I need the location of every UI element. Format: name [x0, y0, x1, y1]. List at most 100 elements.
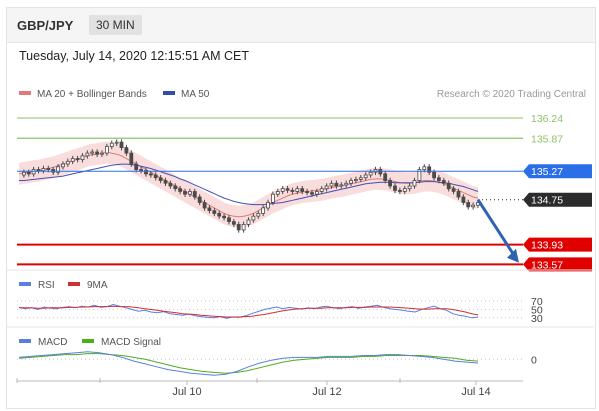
- rsi-ma-legend-swatch: [68, 282, 80, 286]
- forecast-arrowhead: [507, 248, 519, 263]
- candle-body: [461, 196, 466, 203]
- candle-body: [134, 163, 139, 171]
- candle-body: [417, 169, 422, 181]
- candle-body: [109, 142, 114, 147]
- candle-body: [105, 146, 109, 154]
- candle-body: [56, 166, 60, 173]
- candle-body: [441, 180, 446, 184]
- candle-body: [422, 166, 427, 170]
- candle-body: [70, 158, 75, 162]
- candle-body: [466, 202, 471, 208]
- candle-body: [383, 173, 388, 181]
- candle-body: [144, 170, 148, 175]
- chart-header: GBP/JPY 30 MIN: [7, 8, 595, 43]
- candle-body: [285, 188, 290, 191]
- candle-body: [192, 191, 197, 198]
- candle-body: [397, 189, 402, 192]
- candle-body: [36, 169, 41, 172]
- candle-body: [153, 174, 158, 179]
- candle-body: [85, 152, 90, 157]
- x-tick-label: Jul 14: [461, 386, 490, 398]
- candle-body: [446, 182, 451, 190]
- candle-body: [178, 188, 183, 192]
- candle-body: [324, 185, 329, 190]
- x-tick-label: Jul 10: [172, 386, 201, 398]
- rsi-ma-legend-label: 9MA: [87, 280, 108, 291]
- candle-body: [207, 207, 212, 211]
- rsi-ma-line: [19, 305, 479, 318]
- candle-body: [119, 141, 124, 149]
- rsi-level-label: 70: [531, 296, 543, 308]
- timeframe-badge[interactable]: 30 MIN: [89, 15, 142, 35]
- candle-body: [65, 160, 70, 165]
- candle-body: [246, 219, 251, 225]
- candle-body: [26, 171, 31, 175]
- candle-body: [471, 204, 476, 208]
- candle-body: [95, 151, 99, 155]
- candle-body: [46, 168, 51, 171]
- macd-legend-swatch: [19, 339, 31, 343]
- candle-body: [402, 188, 407, 192]
- ma50-legend-label: MA 50: [181, 89, 210, 100]
- candle-body: [61, 163, 65, 168]
- candle-body: [148, 173, 153, 176]
- candle-body: [75, 158, 80, 161]
- candle-body: [139, 169, 144, 172]
- candle-body: [163, 180, 168, 184]
- candle-body: [319, 188, 324, 192]
- x-tick-label: Jul 12: [312, 386, 341, 398]
- candle-body: [363, 174, 368, 179]
- rsi-legend-swatch: [19, 282, 31, 286]
- candle-body: [300, 188, 305, 192]
- credit-text: Research © 2020 Trading Central: [437, 89, 586, 100]
- candle-body: [241, 223, 246, 231]
- candle-body: [427, 166, 432, 173]
- candle-body: [197, 196, 202, 203]
- price-level-tag: [523, 257, 592, 272]
- macd-legend-label: MACD: [38, 337, 67, 348]
- candle-body: [90, 151, 95, 154]
- candle-body: [407, 185, 412, 190]
- price-level-label: 133.57: [531, 259, 563, 271]
- candle-body: [393, 185, 397, 191]
- candle-body: [124, 147, 129, 154]
- candle-body: [227, 217, 231, 223]
- candle-body: [212, 210, 217, 214]
- ma50-line: [19, 163, 479, 206]
- candle-body: [368, 171, 373, 176]
- macd-level-label: 0: [531, 354, 537, 366]
- candle-body: [236, 223, 241, 231]
- price-level-tag: [523, 164, 592, 179]
- candle-body: [349, 180, 353, 184]
- price-level-label: 135.27: [531, 166, 563, 178]
- candle-body: [222, 215, 227, 219]
- candle-body: [187, 191, 192, 195]
- candle-body: [412, 180, 417, 187]
- chart-widget: GBP/JPY 30 MIN Tuesday, July 14, 2020 12…: [6, 7, 596, 409]
- candle-body: [280, 188, 285, 192]
- candle-body: [305, 191, 310, 194]
- ma20-legend-swatch: [19, 91, 31, 95]
- macd-signal-line: [18, 353, 479, 374]
- candle-body: [388, 180, 393, 187]
- price-level-label: 136.24: [531, 113, 563, 125]
- candle-body: [173, 185, 178, 190]
- candle-body: [129, 152, 134, 165]
- price-level-label: 135.87: [531, 133, 563, 145]
- candle-body: [251, 215, 256, 221]
- forecast-arrow: [476, 198, 517, 258]
- candle-body: [344, 182, 349, 186]
- candle-body: [275, 191, 280, 195]
- candle-body: [266, 202, 270, 209]
- candle-body: [310, 192, 314, 195]
- candle-body: [358, 177, 363, 180]
- candle-body: [217, 212, 222, 217]
- x-axis-ticks: Jul 10 Jul 12 Jul 14: [16, 378, 491, 398]
- candle-body: [100, 152, 104, 155]
- symbol-label: GBP/JPY: [17, 18, 74, 33]
- macd-signal-legend-label: MACD Signal: [101, 337, 161, 348]
- price-level-tag: [523, 237, 592, 252]
- candle-body: [270, 193, 275, 203]
